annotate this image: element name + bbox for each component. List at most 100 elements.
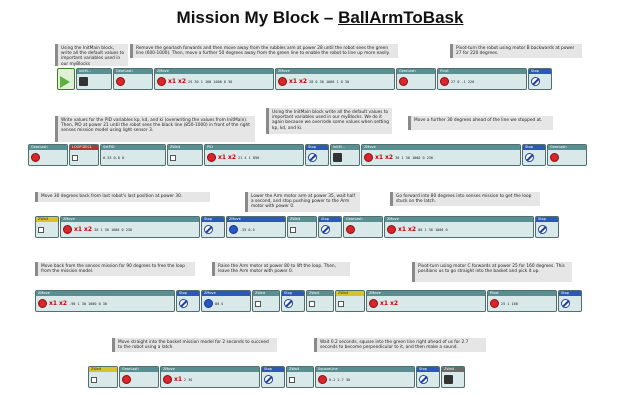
comment-pivot-b: Pivot-turn the robot using motor B backw… [450, 44, 582, 58]
stop-icon [531, 77, 540, 86]
stop-block-8[interactable]: Stop [281, 290, 305, 312]
timer-icon [170, 154, 176, 161]
motor-icon [116, 77, 125, 86]
stop-block-3[interactable]: Stop [522, 144, 546, 166]
stop-block-9[interactable]: Stop [558, 290, 582, 312]
zwait-block-4[interactable]: ZWait [306, 290, 334, 312]
timer-icon [338, 300, 344, 307]
stop-block-7[interactable]: Stop [176, 290, 200, 312]
stop-block-6[interactable]: Stop [535, 216, 559, 238]
loop-decl-block[interactable]: LOOP DECL [69, 144, 99, 166]
zmove-block-5[interactable]: ZMove x1 x2 80 1 30 1000 0 [384, 216, 534, 238]
motor-icon [122, 375, 131, 384]
stop-icon [179, 299, 188, 308]
arm-motor-block[interactable]: ZMove -35 0.5 [226, 216, 286, 238]
zwait-block-3[interactable]: ZWait [252, 290, 280, 312]
zmove-block-6[interactable]: ZMove x1 x2 -90 1 30 1000 0 30 [35, 290, 175, 312]
pivot-block-2[interactable]: Pivot 25 1 160 [487, 290, 557, 312]
zmove-block-7[interactable]: ZMove x1 x2 [366, 290, 486, 312]
stop-block[interactable]: Stop [528, 68, 552, 90]
stop-icon [264, 375, 273, 384]
motor-icon [440, 77, 449, 86]
stop-icon [284, 299, 293, 308]
sound-block[interactable]: ZWait [441, 366, 465, 388]
timer-icon [255, 300, 261, 307]
gearlash-block-6[interactable]: GearLash [119, 366, 159, 388]
stop-block-2[interactable]: Stop [305, 144, 329, 166]
gearlash-block[interactable]: GearLash [113, 68, 153, 90]
program-row-3: ZWait ZMove x1 x2 30 1 30 1000 0 230 Stop Z… [35, 216, 595, 238]
sound-icon [444, 375, 453, 384]
gearlash-block-2[interactable]: GearLash [396, 68, 436, 90]
page-title: Mission My Block – BallArmToBask [176, 8, 464, 27]
timer-icon [290, 226, 296, 233]
program-row-4: ZMove x1 x2 -90 1 30 1000 0 30 Stop ZMove 80… [35, 290, 603, 312]
program-row-1: InitM... GearLash ZMove x1 x2 25 30 1 100 1… [57, 68, 582, 90]
comment-move-back-30: Move 30 degrees back from last robot's l… [35, 192, 210, 202]
timer-icon [309, 300, 315, 307]
comment-pivot-c: Pivot-turn using motor C forwards at pow… [412, 262, 572, 282]
motor-icon [318, 375, 327, 384]
zmove-block-1[interactable]: ZMove x1 x2 25 30 1 100 1000 0 30 [154, 68, 274, 90]
stop-icon [419, 375, 428, 384]
variable-icon [72, 154, 78, 161]
start-block[interactable] [57, 68, 75, 90]
comment-square-line: Wait 0.2 seconds, square into the green … [314, 338, 486, 352]
zmove-block-8[interactable]: ZMove x1 2 30 [160, 366, 260, 388]
gearlash-block-4[interactable]: GearLash [547, 144, 587, 166]
comment-move-back-90: Move back from the senses mission for 90… [35, 262, 195, 276]
comment-into-basket: Move straight into the basket mission mo… [112, 338, 277, 352]
gearlash-block-3[interactable]: GearLash [28, 144, 68, 166]
zmove-block-3[interactable]: ZMove x1 x2 30 1 30 1000 0 230 [361, 144, 521, 166]
zmove-block-4[interactable]: ZMove x1 x2 30 1 30 1000 0 230 [60, 216, 200, 238]
program-row-2: GearLash LOOP DECL SetPID 0.33 0.8 0 ZWai… [28, 144, 608, 166]
motor-icon [207, 153, 216, 162]
motor-icon [550, 153, 559, 162]
comment-move-30: Move a further 30 degrees ahead of the l… [408, 116, 553, 130]
zwait-block[interactable]: ZWait [167, 144, 203, 166]
pivot-block[interactable]: Pivot 27 0 -1 220 [437, 68, 527, 90]
wait-block-3[interactable]: ZWait [88, 366, 118, 388]
zwait-block-2[interactable]: ZWait [287, 216, 317, 238]
motor-icon [157, 77, 166, 86]
comment-gearlash-move: Remove the gearlash forwards and then mo… [130, 44, 398, 58]
stop-icon [538, 225, 547, 234]
stop-icon [308, 153, 317, 162]
stop-block-4[interactable]: Stop [201, 216, 225, 238]
motor-icon [364, 153, 373, 162]
motor-icon [369, 299, 378, 308]
pid-block[interactable]: PID x1 x2 21 4 1 850 [204, 144, 304, 166]
motor-icon [63, 225, 72, 234]
motor-icon [31, 153, 40, 162]
stop-icon [561, 299, 570, 308]
stop-icon [525, 153, 534, 162]
stop-block-11[interactable]: Stop [416, 366, 440, 388]
medium-motor-icon [229, 225, 238, 234]
squareline-block[interactable]: SquareLine 0.2 2.7 30 [315, 366, 415, 388]
stop-icon [204, 225, 213, 234]
comment-initmain-2: Using the InitMain block write all the d… [266, 108, 392, 134]
initmain-block[interactable]: InitM... [76, 68, 112, 90]
stop-icon [321, 225, 330, 234]
zmove-block-2[interactable]: ZMove x1 x2 28 0 30 1000 1 8 30 [275, 68, 395, 90]
gearlash-block-5[interactable]: GearLash [343, 216, 383, 238]
motor-icon [490, 299, 499, 308]
motor-icon [38, 299, 47, 308]
wait-block-2[interactable]: ZWait [335, 290, 365, 312]
motor-icon [346, 225, 355, 234]
play-icon [60, 75, 70, 88]
setpid-block[interactable]: SetPID 0.33 0.8 0 [100, 144, 166, 166]
zwait-block-5[interactable]: ZWait [286, 366, 314, 388]
comment-raise-arm: Raise the Arm motor at power 80 to lift … [212, 262, 350, 276]
timer-icon [91, 376, 97, 383]
stop-block-5[interactable]: Stop [318, 216, 342, 238]
arm-motor-block-2[interactable]: ZMove 80 0 [201, 290, 251, 312]
timer-icon [289, 376, 295, 383]
comment-initmain: Using the InitMain block, write all the … [55, 44, 128, 66]
motor-icon [278, 77, 287, 86]
motor-icon [163, 375, 172, 384]
initmain-block-2[interactable]: InitM... [330, 144, 360, 166]
comment-forward-80: Go forward into 80 degrees into senses m… [390, 192, 540, 206]
wait-block[interactable]: ZWait [35, 216, 59, 238]
stop-block-10[interactable]: Stop [261, 366, 285, 388]
